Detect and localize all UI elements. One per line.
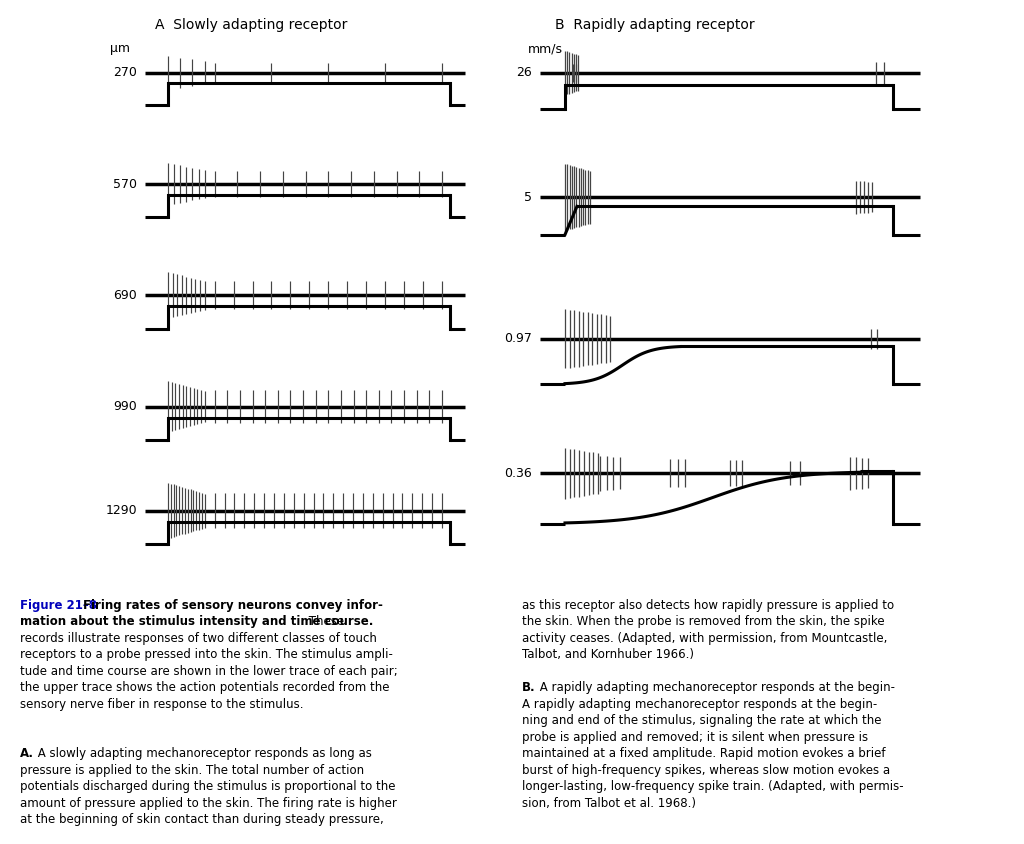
Text: pressure is applied to the skin. The total number of action: pressure is applied to the skin. The tot… bbox=[20, 764, 365, 776]
Text: sensory nerve fiber in response to the stimulus.: sensory nerve fiber in response to the s… bbox=[20, 698, 303, 711]
Text: 690: 690 bbox=[114, 289, 137, 302]
Text: 0.36: 0.36 bbox=[504, 467, 532, 479]
Text: 1290: 1290 bbox=[105, 504, 137, 517]
Text: at the beginning of skin contact than during steady pressure,: at the beginning of skin contact than du… bbox=[20, 814, 384, 826]
Text: longer-lasting, low-frequency spike train. (Adapted, with permis-: longer-lasting, low-frequency spike trai… bbox=[522, 781, 903, 793]
Text: the skin. When the probe is removed from the skin, the spike: the skin. When the probe is removed from… bbox=[522, 615, 885, 628]
Text: mation about the stimulus intensity and time course.: mation about the stimulus intensity and … bbox=[20, 615, 374, 628]
Text: records illustrate responses of two different classes of touch: records illustrate responses of two diff… bbox=[20, 631, 377, 645]
Text: the upper trace shows the action potentials recorded from the: the upper trace shows the action potenti… bbox=[20, 681, 389, 695]
Text: amount of pressure applied to the skin. The firing rate is higher: amount of pressure applied to the skin. … bbox=[20, 797, 397, 810]
Text: A slowly adapting mechanoreceptor responds as long as: A slowly adapting mechanoreceptor respon… bbox=[34, 747, 372, 760]
Text: 26: 26 bbox=[516, 67, 532, 79]
Text: activity ceases. (Adapted, with permission, from Mountcastle,: activity ceases. (Adapted, with permissi… bbox=[522, 631, 888, 645]
Text: Firing rates of sensory neurons convey infor-: Firing rates of sensory neurons convey i… bbox=[83, 598, 383, 612]
Text: B  Rapidly adapting receptor: B Rapidly adapting receptor bbox=[555, 19, 755, 32]
Text: A rapidly adapting mechanoreceptor responds at the begin-: A rapidly adapting mechanoreceptor respo… bbox=[536, 681, 895, 695]
Text: μm: μm bbox=[110, 42, 130, 56]
Text: mm/s: mm/s bbox=[528, 42, 563, 56]
Text: A rapidly adapting mechanoreceptor responds at the begin-: A rapidly adapting mechanoreceptor respo… bbox=[522, 698, 878, 711]
Text: maintained at a fixed amplitude. Rapid motion evokes a brief: maintained at a fixed amplitude. Rapid m… bbox=[522, 747, 886, 760]
Text: receptors to a probe pressed into the skin. The stimulus ampli-: receptors to a probe pressed into the sk… bbox=[20, 648, 393, 661]
Text: A  Slowly adapting receptor: A Slowly adapting receptor bbox=[155, 19, 347, 32]
Text: These: These bbox=[305, 615, 344, 628]
Text: potentials discharged during the stimulus is proportional to the: potentials discharged during the stimulu… bbox=[20, 781, 395, 793]
Text: B.: B. bbox=[522, 681, 536, 695]
Text: tude and time course are shown in the lower trace of each pair;: tude and time course are shown in the lo… bbox=[20, 665, 397, 678]
Text: 570: 570 bbox=[113, 177, 137, 191]
Text: A.: A. bbox=[20, 747, 34, 760]
Text: 0.97: 0.97 bbox=[504, 333, 532, 345]
Text: probe is applied and removed; it is silent when pressure is: probe is applied and removed; it is sile… bbox=[522, 731, 868, 744]
Text: as this receptor also detects how rapidly pressure is applied to: as this receptor also detects how rapidl… bbox=[522, 598, 894, 612]
Text: 270: 270 bbox=[113, 67, 137, 79]
Text: ning and end of the stimulus, signaling the rate at which the: ning and end of the stimulus, signaling … bbox=[522, 714, 882, 728]
Text: 990: 990 bbox=[114, 400, 137, 413]
Text: sion, from Talbot et al. 1968.): sion, from Talbot et al. 1968.) bbox=[522, 797, 696, 810]
Text: burst of high-frequency spikes, whereas slow motion evokes a: burst of high-frequency spikes, whereas … bbox=[522, 764, 890, 776]
Text: Talbot, and Kornhuber 1966.): Talbot, and Kornhuber 1966.) bbox=[522, 648, 694, 661]
Text: Figure 21–8: Figure 21–8 bbox=[20, 598, 97, 612]
Text: 5: 5 bbox=[524, 191, 532, 203]
